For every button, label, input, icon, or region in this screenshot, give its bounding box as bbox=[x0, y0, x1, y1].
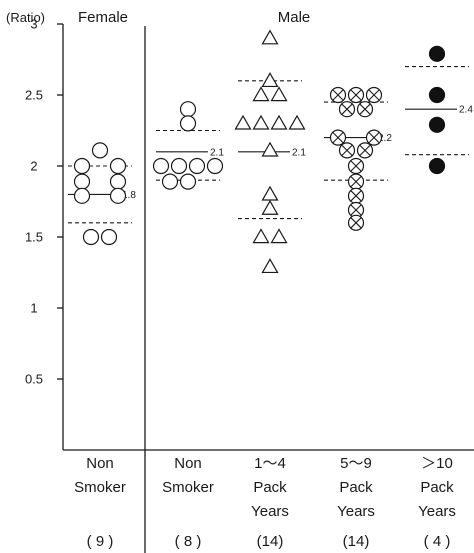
category-label: Non bbox=[86, 455, 114, 472]
data-point bbox=[82, 228, 100, 246]
y-tick-label: 3 bbox=[30, 17, 37, 32]
data-point bbox=[234, 114, 252, 130]
data-point bbox=[347, 187, 365, 204]
data-point bbox=[73, 157, 91, 175]
data-point bbox=[100, 228, 118, 246]
data-point bbox=[252, 114, 270, 130]
data-point bbox=[261, 29, 279, 45]
mean-value-label: 2.4 bbox=[459, 105, 473, 116]
y-tick-label: 0.5 bbox=[25, 372, 43, 387]
data-point bbox=[109, 187, 127, 204]
data-point bbox=[338, 142, 356, 159]
data-point bbox=[347, 214, 365, 231]
group-2: 2.1 1～4 Pack Years (14) bbox=[234, 29, 306, 550]
data-point bbox=[347, 157, 365, 175]
data-point bbox=[347, 86, 365, 104]
category-label: ＞10 bbox=[421, 455, 453, 472]
data-point bbox=[109, 173, 127, 190]
category-label: Years bbox=[337, 503, 375, 520]
category-label: 5～9 bbox=[340, 455, 372, 472]
category-label: Smoker bbox=[74, 479, 126, 496]
category-label: Smoker bbox=[162, 479, 214, 496]
mean-value-label: 2.1 bbox=[210, 147, 224, 158]
groups: 1.8 Non Smoker ( 9 ) 2.1 Non Smoker ( 8 ) 2.1 1～4… bbox=[68, 29, 473, 550]
data-point bbox=[179, 173, 197, 190]
data-point bbox=[261, 72, 279, 88]
mean-value-label: 2.1 bbox=[292, 147, 306, 158]
mean-value-label: 2.2 bbox=[378, 133, 392, 144]
data-point bbox=[329, 86, 347, 104]
data-point bbox=[179, 101, 197, 118]
group-3: 2.2 5～9 Pack Years (14) bbox=[324, 86, 392, 550]
data-point bbox=[261, 185, 279, 201]
data-point bbox=[170, 157, 188, 175]
y-unit-label: (Ratio) bbox=[6, 10, 45, 25]
axes bbox=[62, 24, 474, 553]
y-tick-label: 2 bbox=[30, 159, 37, 174]
data-point bbox=[329, 129, 347, 146]
data-point bbox=[152, 157, 170, 175]
group-0: 1.8 Non Smoker ( 9 ) bbox=[68, 142, 136, 550]
y-tick-label: 1.5 bbox=[25, 230, 43, 245]
data-point bbox=[270, 114, 288, 130]
group-header-female: Female bbox=[78, 9, 128, 26]
data-point bbox=[206, 157, 224, 175]
data-point bbox=[356, 142, 374, 159]
data-point bbox=[356, 101, 374, 118]
data-point bbox=[261, 258, 279, 274]
category-label: 1～4 bbox=[254, 455, 286, 472]
category-label: Pack bbox=[339, 479, 373, 496]
group-count-label: ( 8 ) bbox=[175, 533, 202, 550]
category-label: Non bbox=[174, 455, 202, 472]
group-count-label: (14) bbox=[343, 533, 370, 550]
data-point bbox=[338, 101, 356, 118]
mean-value-label: 1.8 bbox=[122, 190, 136, 201]
group-4: 2.4 ＞10 Pack Years ( 4 ) bbox=[405, 45, 473, 550]
data-point bbox=[73, 187, 91, 204]
data-point bbox=[365, 129, 383, 146]
data-point bbox=[261, 199, 279, 215]
data-point bbox=[347, 201, 365, 219]
data-point bbox=[428, 157, 446, 175]
data-point bbox=[428, 45, 446, 62]
data-point bbox=[261, 141, 279, 157]
data-point bbox=[270, 228, 288, 244]
group-count-label: (14) bbox=[257, 533, 284, 550]
data-point bbox=[179, 115, 197, 132]
data-point bbox=[252, 86, 270, 102]
category-label: Pack bbox=[420, 479, 454, 496]
y-ticks: 0.5 1 1.5 2 2.5 3 bbox=[25, 17, 63, 387]
data-point bbox=[109, 157, 127, 175]
group-count-label: ( 9 ) bbox=[87, 533, 114, 550]
data-point bbox=[161, 173, 179, 190]
data-point bbox=[188, 157, 206, 175]
data-point bbox=[365, 86, 383, 104]
group-1: 2.1 Non Smoker ( 8 ) bbox=[152, 101, 224, 550]
category-label: Years bbox=[418, 503, 456, 520]
data-point bbox=[270, 86, 288, 102]
data-point bbox=[347, 173, 365, 190]
category-label: Years bbox=[251, 503, 289, 520]
y-tick-label: 2.5 bbox=[25, 88, 43, 103]
group-header-male: Male bbox=[278, 9, 311, 26]
y-tick-label: 1 bbox=[30, 301, 37, 316]
data-point bbox=[91, 142, 109, 159]
category-label: Pack bbox=[253, 479, 287, 496]
data-point bbox=[288, 114, 306, 130]
data-point bbox=[73, 173, 91, 190]
data-point bbox=[252, 228, 270, 244]
data-point bbox=[428, 86, 446, 104]
data-point bbox=[428, 116, 446, 133]
group-count-label: ( 4 ) bbox=[424, 533, 451, 550]
